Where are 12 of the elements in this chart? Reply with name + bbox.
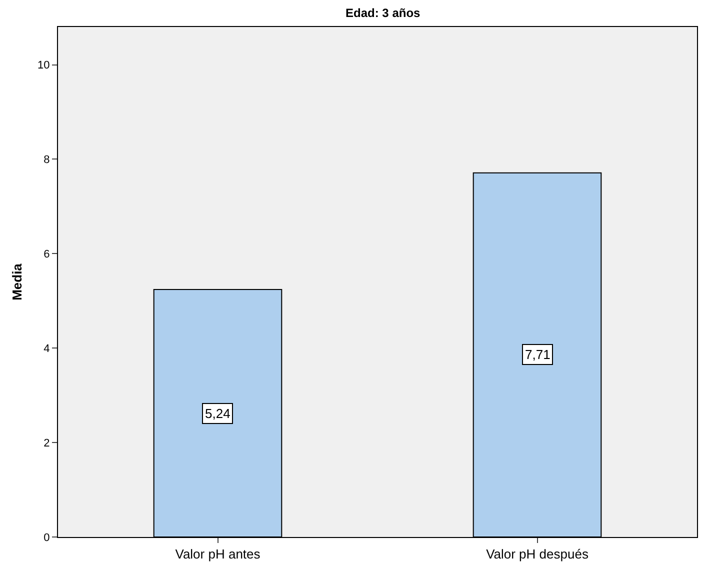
y-tick-label: 2: [44, 437, 50, 450]
y-tick-label: 8: [44, 154, 50, 166]
data-label: 7,71: [525, 347, 550, 362]
chart-title: Edad: 3 años: [346, 6, 421, 20]
x-tick-label: Valor pH después: [486, 546, 589, 562]
y-tick-label: 10: [38, 60, 50, 72]
y-tick-label: 6: [44, 248, 50, 261]
data-label: 5,24: [205, 406, 230, 421]
y-tick-label: 0: [44, 532, 50, 544]
x-tick-label: Valor pH antes: [175, 546, 261, 562]
y-tick-label: 4: [44, 342, 50, 355]
y-axis-title: Media: [10, 262, 24, 300]
